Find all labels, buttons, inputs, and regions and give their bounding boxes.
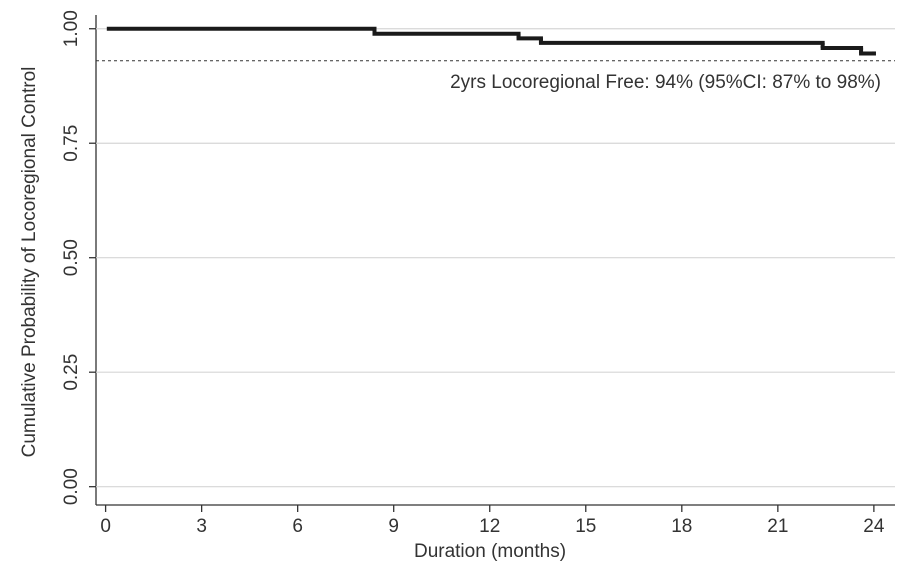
y-tick-label: 1.00 (61, 10, 82, 47)
x-tick-label: 21 (767, 516, 788, 537)
y-tick-label: 0.75 (61, 125, 82, 162)
x-tick-label: 18 (671, 516, 692, 537)
x-tick-label: 0 (100, 516, 111, 537)
x-tick-label: 24 (863, 516, 885, 537)
x-tick-label: 3 (196, 516, 207, 537)
x-tick-label: 6 (292, 516, 303, 537)
y-tick-label: 0.50 (61, 239, 82, 276)
y-axis-label: Cumulative Probability of Locoregional C… (19, 67, 40, 458)
y-tick-label: 0.25 (61, 354, 82, 391)
x-tick-label: 15 (575, 516, 596, 537)
x-tick-label: 12 (479, 516, 500, 537)
y-tick-label: 0.00 (61, 468, 82, 505)
x-tick-label: 9 (388, 516, 399, 537)
x-axis-label: Duration (months) (414, 541, 566, 562)
annotation: 2yrs Locoregional Free: 94% (95%CI: 87% … (450, 72, 881, 93)
